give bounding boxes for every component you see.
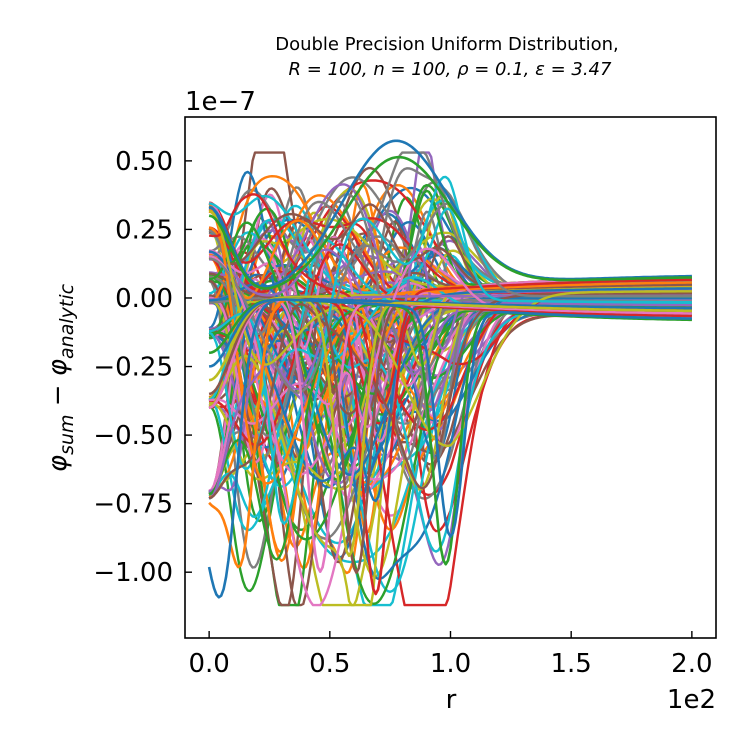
y-offset-text: 1e−7 — [185, 87, 256, 117]
y-label-sub-2: analytic — [56, 283, 78, 359]
y-tick-label: 0.50 — [115, 147, 173, 177]
y-tick-label: −0.50 — [93, 421, 173, 451]
y-label-minus: − — [43, 376, 73, 414]
highlight-series-line — [208, 155, 692, 290]
y-tick-label: 0.00 — [115, 284, 173, 314]
y-tick-label: 0.25 — [115, 215, 173, 245]
y-tick-label: −0.25 — [93, 353, 173, 383]
x-tick-label: 2.0 — [671, 649, 712, 679]
series-layer — [207, 139, 692, 607]
y-axis-label: φsum − φanalytic — [43, 283, 78, 472]
x-offset-text: 1e2 — [667, 685, 716, 715]
data-series-line — [209, 175, 692, 525]
data-series-line — [208, 208, 692, 485]
y-axis: 0.50 0.25 0.00 −0.25 −0.50 −0.75 −1.00 — [93, 147, 192, 588]
highlight-series-line — [208, 298, 692, 538]
x-tick-label: 1.5 — [551, 649, 592, 679]
x-tick-label: 0.5 — [309, 649, 350, 679]
y-label-sub-1: sum — [56, 414, 78, 454]
data-series-line — [208, 202, 692, 394]
data-series-line — [209, 193, 692, 404]
chart-title: Double Precision Uniform Distribution, — [275, 34, 619, 55]
x-axis: 0.0 0.5 1.0 1.5 2.0 — [188, 631, 713, 679]
chart-subtitle: R = 100, n = 100, ρ = 0.1, ε = 3.47 — [289, 59, 612, 80]
y-tick-label: −1.00 — [93, 558, 173, 588]
x-axis-label: r — [446, 685, 457, 715]
y-label-phi-1: φ — [43, 455, 73, 472]
x-tick-label: 0.0 — [188, 649, 229, 679]
highlight-series-line — [208, 299, 692, 573]
y-tick-label: −0.75 — [93, 490, 173, 520]
y-label-phi-2: φ — [43, 359, 73, 376]
data-series-line — [208, 250, 692, 503]
data-series-line — [208, 209, 692, 447]
x-tick-label: 1.0 — [430, 649, 471, 679]
